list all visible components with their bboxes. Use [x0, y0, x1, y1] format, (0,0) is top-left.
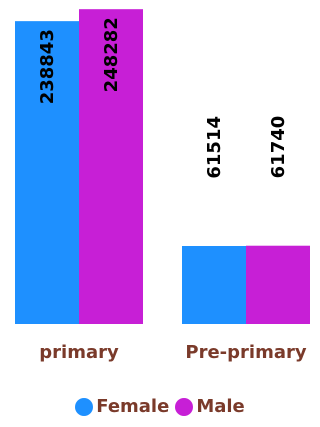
legend-label-male: Male — [196, 396, 245, 417]
bar-chart: 238843 248282 primary 61514 61740 Pre-primary — [15, 9, 310, 363]
bar-female-primary[interactable] — [15, 21, 79, 325]
bar-male-primary[interactable] — [79, 9, 143, 324]
data-label-male-pre-primary: 61740 — [268, 116, 289, 179]
data-label-female-primary: 238843 — [37, 29, 58, 104]
legend-swatch-male — [175, 397, 194, 416]
bar-female-pre-primary[interactable] — [182, 246, 246, 324]
legend-label-female: Female — [96, 396, 170, 417]
legend-swatch-female — [75, 397, 94, 416]
data-label-female-pre-primary: 61514 — [204, 116, 225, 179]
legend-item-female[interactable]: Female — [75, 396, 169, 417]
bar-male-pre-primary[interactable] — [246, 245, 310, 324]
category-label-primary: primary — [39, 342, 119, 363]
legend-item-male[interactable]: Male — [175, 396, 245, 417]
category-label-pre-primary: Pre-primary — [185, 342, 306, 363]
legend: Female Male — [0, 396, 320, 417]
data-label-male-primary: 248282 — [101, 17, 122, 92]
